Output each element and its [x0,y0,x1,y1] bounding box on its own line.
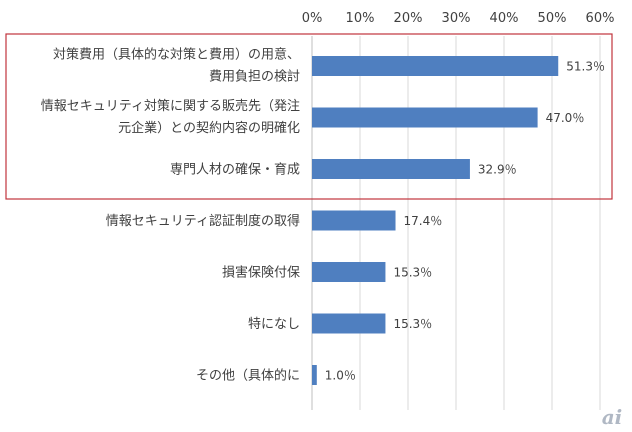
value-label: 15.3％ [393,317,432,331]
value-labels: 51.3％ 47.0％ 32.9％ 17.4％ 15.3％ 15.3％ 1.0％ [325,60,605,383]
x-tick-label: 30% [442,11,471,26]
x-tick-label: 40% [490,11,519,26]
x-tick-label: 20% [394,11,423,26]
bar [312,365,317,385]
category-label: 情報セキュリティ対策に関する販売先（発注 [41,98,300,114]
category-labels: 対策費用（具体的な対策と費用）の用意、費用負担の検討情報セキュリティ対策に関する… [41,47,300,384]
value-label: 17.4％ [404,214,443,228]
category-label: 専門人材の確保・育成 [170,162,300,178]
value-label: 47.0％ [546,111,585,125]
value-label: 15.3％ [393,266,432,280]
category-label: 対策費用（具体的な対策と費用）の用意、 [53,47,300,63]
bar [312,159,470,179]
ai-logo-watermark: ai [602,405,623,429]
highlight-box [5,33,613,200]
category-label: 損害保険付保 [222,265,300,281]
x-tick-label: 50% [538,11,567,26]
category-label: 元企業）との契約内容の明確化 [118,120,300,136]
value-label: 51.3％ [566,60,605,74]
category-label: 費用負担の検討 [209,69,300,85]
ai-logo: ai [602,405,623,429]
bar [312,107,538,128]
bars [312,56,559,385]
bar [312,313,386,334]
value-label: 1.0％ [325,369,356,383]
x-axis-tick-labels: 0% 10% 20% 30% 40% 50% 60% [302,11,615,26]
category-label: 情報セキュリティ認証制度の取得 [106,213,300,229]
value-label: 32.9％ [478,163,517,177]
category-label: その他（具体的に [196,368,300,384]
x-tick-label: 60% [586,11,615,26]
bar [312,56,559,76]
bar [312,262,386,282]
category-label: 特になし [248,317,300,332]
x-tick-label: 10% [346,11,375,26]
bar [312,210,396,231]
x-tick-label: 0% [302,11,323,26]
gridlines [311,36,601,410]
